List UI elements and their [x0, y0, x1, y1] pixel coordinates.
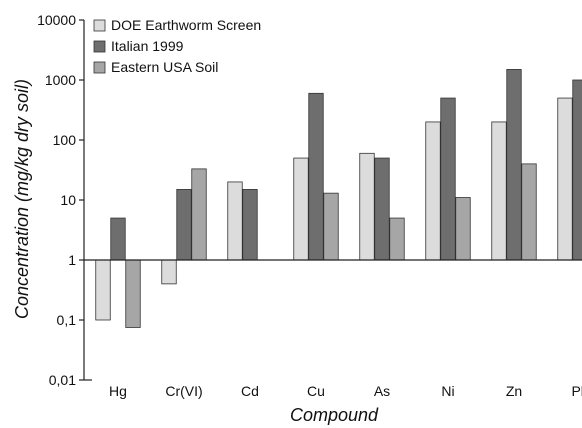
x-axis-title: Compound: [290, 405, 379, 425]
y-tick-label: 0,01: [49, 372, 76, 388]
x-tick-label: Zn: [506, 383, 522, 399]
y-tick-label: 10: [60, 192, 76, 208]
bar-zn-series-2: [506, 69, 522, 261]
bar-pb-series-1: [557, 97, 573, 261]
bar-as-series-1: [359, 152, 375, 261]
bar-cu-series-1: [293, 157, 309, 261]
x-tick-label: Ni: [441, 383, 454, 399]
bar-crvi-series-1: [161, 259, 177, 285]
bar-cu-series-2: [308, 92, 324, 261]
y-tick-label: 1000: [45, 72, 76, 88]
legend-label: Eastern USA Soil: [111, 59, 218, 75]
y-axis-title: Concentration (mg/kg dry soil): [12, 79, 32, 319]
bar-ni-series-1: [425, 121, 441, 261]
y-tick-label: 10000: [37, 12, 76, 28]
bar-crvi-series-3: [191, 168, 207, 261]
bar-zn-series-1: [491, 121, 507, 261]
x-tick-label: Cu: [307, 383, 325, 399]
bar-cd-series-2: [242, 189, 258, 261]
legend-swatch: [93, 61, 106, 74]
y-tick-label: 1: [68, 252, 76, 268]
bar-zn-series-3: [521, 163, 537, 261]
bar-cd-series-1: [227, 181, 243, 261]
bar-as-series-2: [374, 157, 390, 261]
y-tick-label: 0,1: [57, 312, 77, 328]
bars: [95, 69, 582, 328]
x-axis-ticks: Hg Cr(VI) Cd Cu As Ni Zn Pb: [109, 383, 582, 399]
x-tick-label: Cd: [241, 383, 259, 399]
bar-pb-series-2: [572, 79, 582, 261]
y-axis-ticks: 0,01 0,1 1 10 100 1000 10000: [37, 12, 84, 388]
bar-hg-series-3: [125, 259, 141, 328]
legend-swatch: [93, 40, 106, 53]
bar-hg-series-1: [95, 259, 111, 321]
bar-cu-series-3: [323, 192, 339, 261]
x-tick-label: Cr(VI): [165, 383, 202, 399]
legend-label: Italian 1999: [111, 38, 184, 54]
legend-swatch: [93, 19, 106, 32]
bar-ni-series-2: [440, 97, 456, 261]
x-tick-label: As: [374, 383, 390, 399]
bar-as-series-3: [389, 217, 405, 261]
x-tick-label: Hg: [109, 383, 127, 399]
y-tick-label: 100: [53, 132, 77, 148]
legend-label: DOE Earthworm Screen: [111, 17, 261, 33]
bar-ni-series-3: [455, 197, 471, 261]
bar-crvi-series-2: [176, 189, 192, 261]
bar-hg-series-2: [110, 217, 126, 261]
legend: DOE Earthworm Screen Italian 1999 Eastern …: [93, 17, 261, 75]
x-tick-label: Pb: [571, 383, 582, 399]
